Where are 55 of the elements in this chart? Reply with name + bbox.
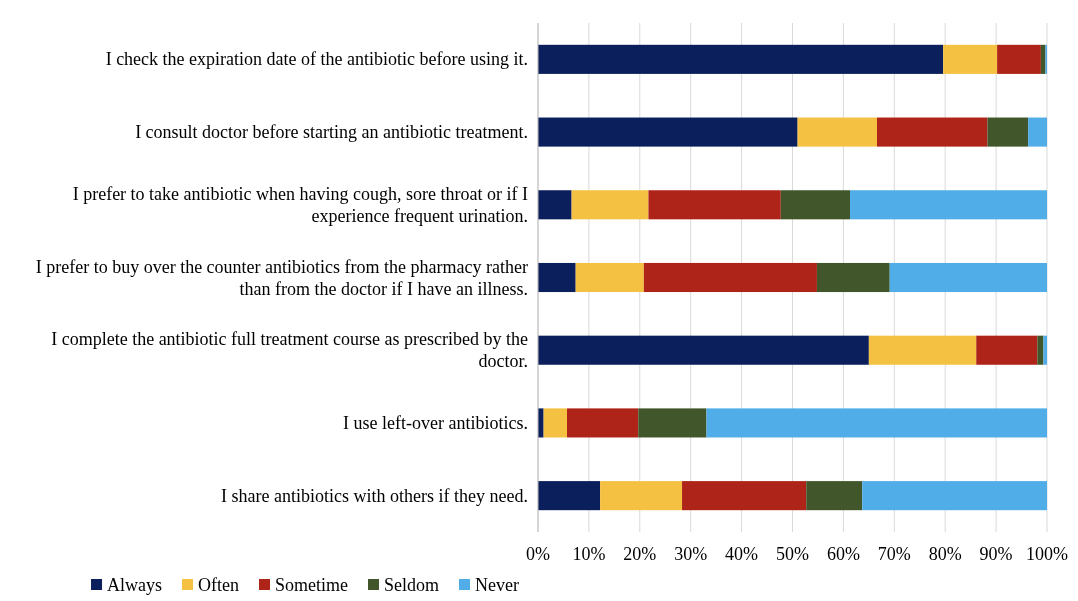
x-tick-label: 10% — [572, 544, 606, 564]
y-tick-label: I complete the antibiotic full treatment course as prescribed by the doctor. — [51, 329, 529, 372]
bar — [806, 481, 863, 511]
y-tick-label: I consult doctor before starting an antibiotic treatment. — [135, 122, 528, 143]
bar — [538, 44, 944, 74]
x-tick-label: 30% — [674, 544, 708, 564]
bar — [816, 262, 890, 293]
bar — [648, 190, 781, 220]
legend-label: Never — [475, 575, 519, 595]
bar — [850, 190, 1047, 220]
x-tick-label: 60% — [826, 544, 860, 564]
x-tick-label: 100% — [1026, 544, 1068, 564]
bar — [638, 408, 707, 438]
bar — [1037, 335, 1044, 365]
bar — [682, 481, 807, 511]
bar — [1028, 117, 1047, 147]
x-tick-label: 70% — [877, 544, 911, 564]
bar — [538, 262, 576, 293]
y-tick-label: I prefer to buy over the counter antibiotics from the pharmacy rather than from the doctor if I have an illness. — [35, 256, 528, 299]
x-tick-label: 80% — [928, 544, 962, 564]
y-tick-label: I check the expiration date of the antibiotic before using it. — [105, 49, 528, 70]
x-tick-label: 0% — [526, 544, 550, 564]
y-tick-label: I use left-over antibiotics. — [343, 412, 528, 433]
bar — [868, 335, 977, 365]
bar — [575, 262, 644, 293]
bar — [976, 335, 1038, 365]
x-tick-label: 90% — [979, 544, 1013, 564]
legend-label: Always — [107, 575, 163, 595]
bar — [538, 190, 572, 220]
y-tick-label: I share antibiotics with others if they need. — [221, 485, 528, 506]
bar — [567, 408, 639, 438]
legend-label: Often — [198, 575, 240, 595]
x-tick-label: 20% — [623, 544, 657, 564]
bar — [876, 117, 988, 147]
legend-label: Sometime — [275, 575, 349, 595]
x-tick-label: 50% — [776, 544, 809, 564]
bar — [538, 481, 601, 511]
bar — [643, 262, 817, 293]
bar — [600, 481, 683, 511]
bar — [780, 190, 851, 220]
bar — [889, 262, 1047, 293]
bar — [862, 481, 1047, 511]
x-tick-label: 40% — [725, 544, 759, 564]
bar — [997, 44, 1041, 74]
bar — [1043, 335, 1047, 365]
bar — [538, 335, 869, 365]
bar — [943, 44, 998, 74]
bar — [987, 117, 1029, 147]
y-tick-label: I prefer to take antibiotic when having cough, sore throat or if I experience frequent urination. — [72, 183, 529, 226]
bar — [543, 408, 568, 438]
bar — [538, 117, 798, 147]
bar — [706, 408, 1047, 438]
bar — [571, 190, 649, 220]
legend-label: Seldom — [384, 575, 440, 595]
bar — [797, 117, 877, 147]
